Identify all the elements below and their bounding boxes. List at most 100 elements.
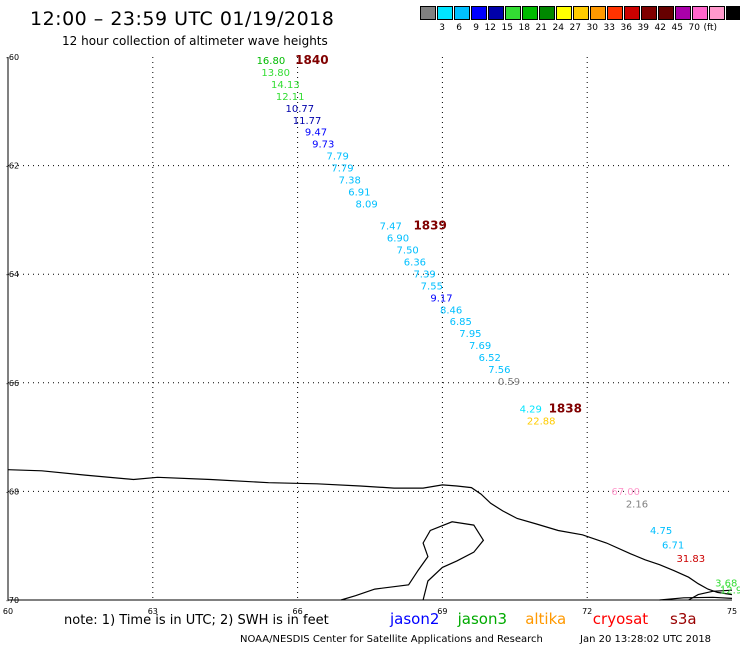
color-swatch [675, 6, 691, 20]
color-swatch [692, 6, 708, 20]
wave-height-value: 9.17 [430, 293, 452, 304]
x-tick-label: 66 [293, 607, 303, 616]
wave-height-value: 13.80 [261, 68, 290, 79]
x-tick-label: 75 [727, 607, 737, 616]
color-swatch [454, 6, 470, 20]
coastline [7, 469, 733, 596]
color-scale-label: 27 [569, 23, 581, 33]
color-swatch [420, 6, 436, 20]
wave-height-value: 6.36 [404, 258, 426, 269]
wave-height-value: 6.91 [348, 187, 370, 198]
color-scale-label: 24 [552, 23, 564, 33]
x-tick-label: 72 [582, 607, 592, 616]
color-swatch [522, 6, 538, 20]
wave-height-value: 3.68 [715, 578, 737, 589]
mission-label: altika [525, 610, 567, 628]
wave-height-value: 22.88 [527, 417, 556, 428]
color-scale-label: 3 [439, 23, 445, 33]
wave-height-value: 6.90 [387, 234, 409, 245]
x-tick-label: 63 [148, 607, 158, 616]
wave-height-value: 7.55 [421, 281, 443, 292]
y-tick-label: -70 [6, 596, 19, 605]
x-tick-label: 60 [3, 607, 13, 616]
footer-timestamp: Jan 20 13:28:02 UTC 2018 [580, 634, 712, 645]
color-scale-label: 9 [473, 23, 479, 33]
wave-height-value: 16.80 [257, 56, 286, 67]
wave-height-value: 7.69 [469, 341, 491, 352]
wave-height-value: 10.77 [286, 104, 315, 115]
wave-height-value: 14.13 [271, 80, 300, 91]
wave-height-value: 7.95 [459, 329, 481, 340]
footer-credit: NOAA/NESDIS Center for Satellite Applica… [240, 634, 543, 645]
pass-time-label: 1840 [295, 53, 328, 67]
shelf-line [659, 596, 733, 601]
footer-note: note: 1) Time is in UTC; 2) SWH is in fe… [64, 613, 329, 628]
inner-coastline [340, 521, 485, 601]
color-swatch [658, 6, 674, 20]
color-swatch [709, 6, 725, 20]
color-scale-label: 15 [501, 23, 513, 33]
color-scale-label: 30 [586, 23, 598, 33]
color-swatch [556, 6, 572, 20]
mission-label: cryosat [592, 610, 649, 628]
wave-height-value: 4.29 [520, 405, 542, 416]
color-scale-label: 70 [688, 23, 700, 33]
wave-height-value: 31.83 [676, 554, 705, 565]
wave-height-value: 7.79 [327, 152, 349, 163]
color-scale-label: 36 [620, 23, 632, 33]
y-tick-label: -68 [6, 487, 19, 496]
wave-height-value: 7.56 [488, 365, 510, 376]
color-scale-label: 6 [456, 23, 462, 33]
wave-height-value: 6.71 [662, 540, 684, 551]
color-swatch [539, 6, 555, 20]
color-scale-labels: 3 6 9 12 15 18 21 24 27 30 33 36 39 42 45 70 (ft) [420, 23, 740, 33]
wave-height-value: 0.59 [498, 377, 520, 388]
color-scale-legend: 3 6 9 12 15 18 21 24 27 30 33 36 39 42 45 70 (ft) [420, 6, 740, 42]
color-scale-label: 18 [518, 23, 530, 33]
wave-height-value: 8.09 [356, 199, 378, 210]
color-swatch [471, 6, 487, 20]
color-swatch [624, 6, 640, 20]
wave-height-value: 9.47 [305, 128, 327, 139]
wave-height-value: 7.39 [413, 269, 435, 280]
wave-height-value: 12.94 [720, 585, 740, 596]
color-scale-label: 42 [654, 23, 666, 33]
wave-height-value: 11.77 [293, 116, 322, 127]
mission-label: s3a [670, 610, 697, 628]
color-swatch [590, 6, 606, 20]
color-swatch [437, 6, 453, 20]
color-scale-label: 45 [671, 23, 683, 33]
wave-height-value: 6.85 [450, 317, 472, 328]
wave-height-value: 9.73 [312, 140, 334, 151]
wave-height-value: 7.79 [331, 164, 353, 175]
color-swatch [607, 6, 623, 20]
color-scale-label: (ft) [703, 23, 717, 33]
y-tick-label: -62 [6, 162, 19, 171]
color-scale-label: 39 [637, 23, 649, 33]
color-swatch [488, 6, 504, 20]
y-tick-label: -64 [6, 270, 19, 279]
wave-height-value: 7.47 [380, 222, 402, 233]
x-tick-label: 69 [437, 607, 447, 616]
wave-height-value: 67.00 [611, 487, 640, 498]
color-swatch [726, 6, 740, 20]
wave-height-value: 7.50 [397, 246, 419, 257]
wave-height-value: 7.38 [339, 176, 361, 187]
color-swatch [573, 6, 589, 20]
wave-height-value: 2.16 [626, 500, 648, 511]
color-swatch [505, 6, 521, 20]
pass-time-label: 1838 [549, 402, 582, 416]
color-scale-swatches [420, 6, 740, 20]
color-scale-label: 12 [484, 23, 496, 33]
map-title: 12:00 – 23:59 UTC 01/19/2018 [30, 8, 335, 30]
color-scale-label: 21 [535, 23, 547, 33]
color-scale-label: 33 [603, 23, 615, 33]
mission-label: jason3 [457, 610, 507, 628]
mission-label: jason2 [390, 610, 440, 628]
map-subtitle: 12 hour collection of altimeter wave hei… [62, 34, 328, 48]
wave-height-value: 6.52 [479, 353, 501, 364]
wave-height-value: 8.46 [440, 305, 462, 316]
wave-height-value: 12.11 [276, 92, 305, 103]
wave-height-value: 4.75 [650, 526, 672, 537]
